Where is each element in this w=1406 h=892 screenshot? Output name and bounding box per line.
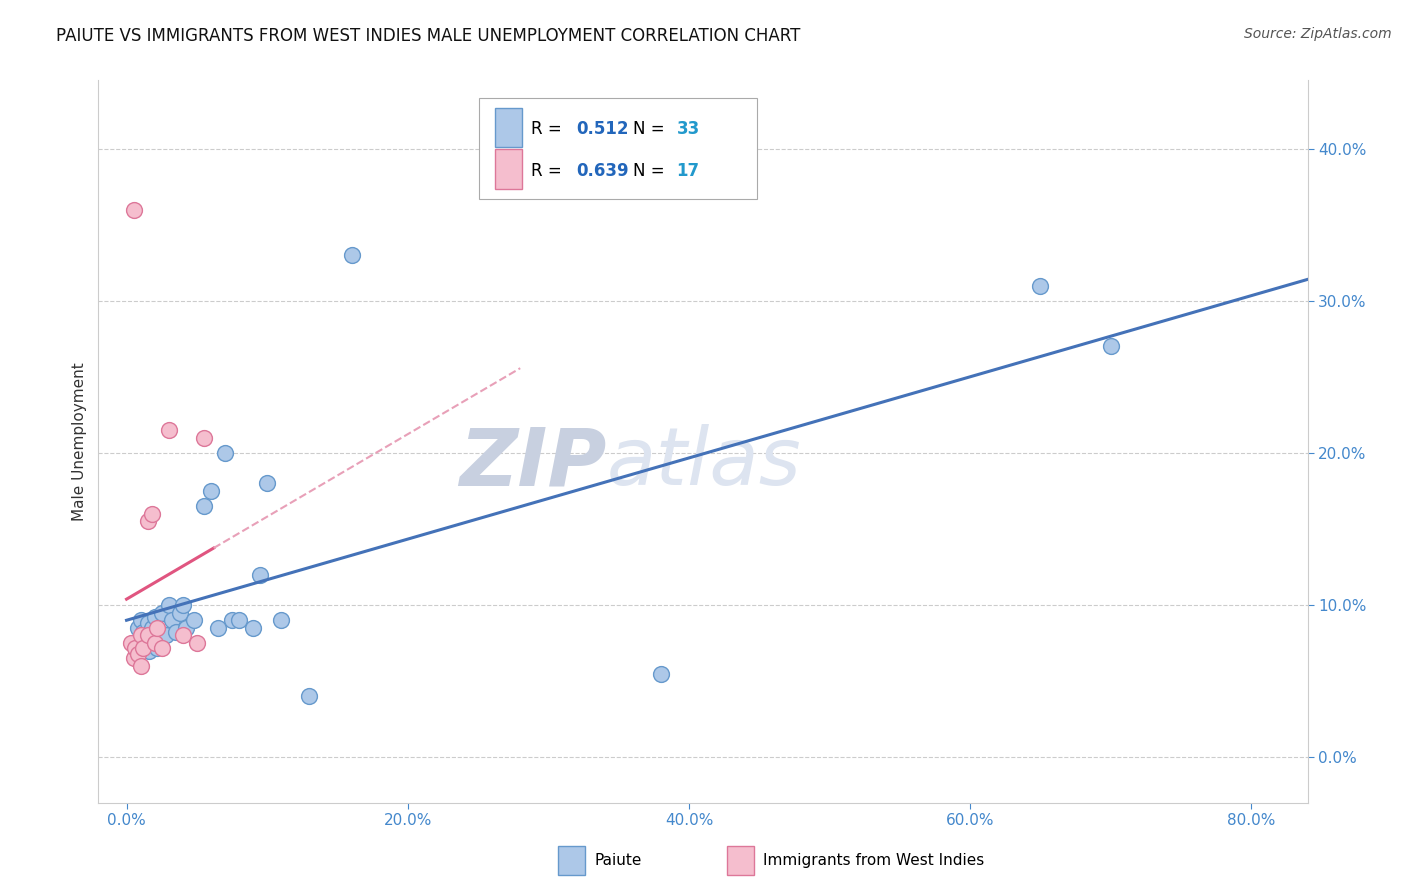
- Point: [136, 515, 159, 529]
- Point: [157, 598, 180, 612]
- Y-axis label: Male Unemployment: Male Unemployment: [72, 362, 87, 521]
- Point: [136, 628, 159, 642]
- Point: [214, 446, 236, 460]
- FancyBboxPatch shape: [479, 98, 758, 200]
- Point: [132, 625, 155, 640]
- Point: [221, 613, 243, 627]
- Point: [1029, 278, 1052, 293]
- Point: [124, 640, 146, 655]
- Point: [340, 248, 363, 262]
- Text: PAIUTE VS IMMIGRANTS FROM WEST INDIES MALE UNEMPLOYMENT CORRELATION CHART: PAIUTE VS IMMIGRANTS FROM WEST INDIES MA…: [56, 27, 800, 45]
- Point: [122, 651, 145, 665]
- Point: [169, 606, 191, 620]
- Point: [242, 621, 264, 635]
- Text: R =: R =: [531, 120, 567, 138]
- Point: [256, 476, 278, 491]
- Point: [207, 621, 229, 635]
- Text: R =: R =: [531, 161, 567, 179]
- Text: Source: ZipAtlas.com: Source: ZipAtlas.com: [1244, 27, 1392, 41]
- FancyBboxPatch shape: [727, 847, 754, 875]
- FancyBboxPatch shape: [495, 108, 522, 147]
- Point: [1099, 339, 1122, 353]
- Point: [193, 431, 215, 445]
- Point: [193, 499, 215, 513]
- Point: [650, 666, 672, 681]
- Point: [141, 621, 163, 635]
- Point: [132, 640, 155, 655]
- Point: [183, 613, 205, 627]
- Point: [141, 507, 163, 521]
- FancyBboxPatch shape: [495, 149, 522, 189]
- Text: 0.639: 0.639: [576, 161, 628, 179]
- Point: [122, 636, 145, 650]
- FancyBboxPatch shape: [558, 847, 585, 875]
- Point: [146, 640, 169, 655]
- Text: 33: 33: [676, 120, 700, 138]
- Text: atlas: atlas: [606, 425, 801, 502]
- Point: [127, 621, 149, 635]
- Point: [138, 643, 160, 657]
- Point: [186, 636, 208, 650]
- Point: [129, 613, 152, 627]
- Text: Immigrants from West Indies: Immigrants from West Indies: [763, 853, 984, 868]
- Point: [136, 616, 159, 631]
- Text: N =: N =: [633, 161, 669, 179]
- Text: 0.512: 0.512: [576, 120, 628, 138]
- Point: [146, 621, 169, 635]
- Point: [129, 659, 152, 673]
- Text: Paiute: Paiute: [595, 853, 641, 868]
- Point: [165, 625, 187, 640]
- Point: [157, 423, 180, 437]
- Point: [249, 567, 271, 582]
- Point: [150, 606, 173, 620]
- Point: [143, 610, 166, 624]
- Point: [129, 628, 152, 642]
- Point: [120, 636, 142, 650]
- Point: [200, 483, 222, 498]
- Point: [228, 613, 250, 627]
- Point: [127, 647, 149, 661]
- Point: [270, 613, 292, 627]
- Point: [155, 628, 177, 642]
- Point: [172, 598, 194, 612]
- Point: [150, 640, 173, 655]
- Point: [143, 636, 166, 650]
- Point: [122, 202, 145, 217]
- Text: ZIP: ZIP: [458, 425, 606, 502]
- Point: [160, 613, 183, 627]
- Point: [172, 628, 194, 642]
- Text: N =: N =: [633, 120, 669, 138]
- Text: 17: 17: [676, 161, 700, 179]
- Point: [174, 621, 197, 635]
- Point: [298, 690, 321, 704]
